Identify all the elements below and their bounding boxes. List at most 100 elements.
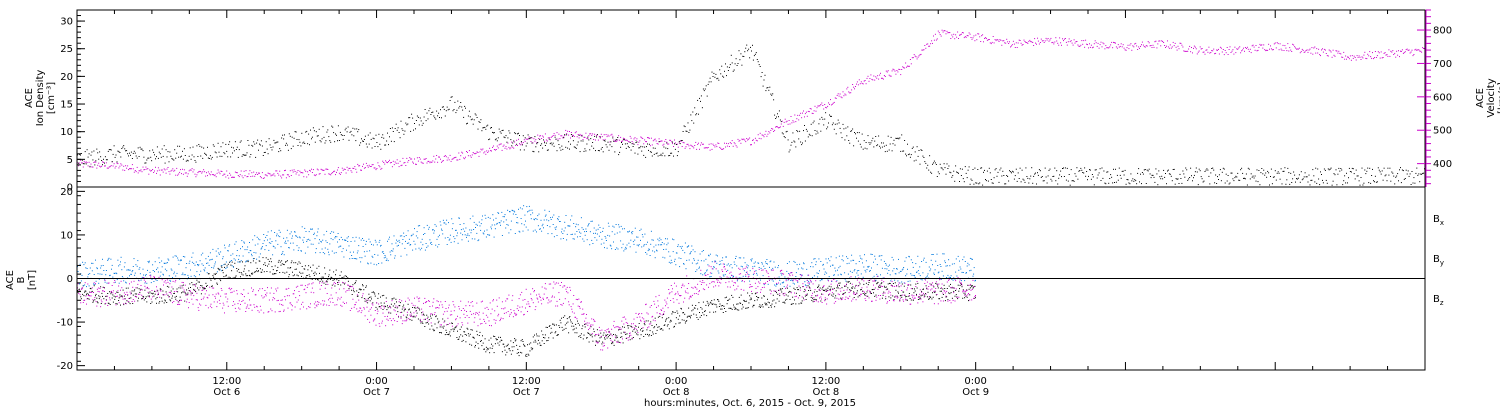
velocity-series-point <box>1306 49 1308 51</box>
density-series-point <box>117 150 119 152</box>
velocity-series-point <box>280 175 282 177</box>
density-series-point <box>160 156 162 158</box>
density-series-point <box>167 151 169 153</box>
velocity-series-point <box>942 31 944 33</box>
velocity-series-point <box>895 73 897 75</box>
density-axis-tick-label: 0 <box>67 183 73 194</box>
series-bx-point <box>872 289 874 290</box>
velocity-series-point <box>795 121 797 123</box>
density-series-point <box>872 137 874 139</box>
series-bx-point <box>297 263 299 265</box>
density-series-point <box>540 144 542 146</box>
series-by-point <box>272 245 274 247</box>
velocity-series-point <box>208 173 210 175</box>
velocity-series-point <box>769 132 771 134</box>
density-series-point <box>460 102 462 103</box>
series-bx-point <box>642 330 644 332</box>
velocity-series-point <box>511 141 513 143</box>
velocity-series-point <box>1414 49 1416 51</box>
series-bx-point <box>865 282 867 284</box>
series-bx-point <box>489 352 491 354</box>
density-series-point <box>751 50 752 52</box>
density-series-point <box>220 146 222 148</box>
series-bx-point <box>846 281 848 283</box>
series-by-point <box>509 211 510 213</box>
series-by-point <box>322 239 324 241</box>
velocity-series-point <box>452 158 454 160</box>
density-series-point <box>594 135 596 137</box>
velocity-series-point <box>369 166 371 167</box>
velocity-series-point <box>231 176 233 178</box>
series-bx-point <box>555 324 557 326</box>
velocity-series-point <box>865 83 867 85</box>
series-bx-point <box>810 296 812 298</box>
series-bx-point <box>935 294 937 296</box>
velocity-series-point <box>143 169 145 171</box>
velocity-series-point <box>298 174 300 176</box>
series-bx-point <box>391 298 393 300</box>
series-by-point <box>221 265 223 266</box>
density-series-point <box>1103 170 1105 172</box>
series-bx-point <box>780 289 782 291</box>
series-by-point <box>385 260 387 261</box>
velocity-series-point <box>554 134 556 136</box>
density-series-point <box>242 154 244 156</box>
density-series-point <box>964 166 966 168</box>
series-bx-point <box>459 328 461 330</box>
series-bx-point <box>119 294 121 296</box>
density-series-point <box>614 151 616 153</box>
series-by-point <box>281 254 283 255</box>
series-by-point <box>476 232 478 234</box>
velocity-series-point <box>1418 49 1420 51</box>
density-series-point <box>1160 178 1162 180</box>
velocity-series-point <box>173 170 175 172</box>
series-by-point <box>224 247 226 249</box>
density-series-point <box>261 145 263 147</box>
velocity-series-point <box>827 105 829 107</box>
velocity-axis-label: ACEVelocity[km/s] <box>1475 78 1500 117</box>
density-series-point <box>155 158 156 160</box>
velocity-series-point <box>256 172 258 174</box>
velocity-series-point <box>429 162 431 164</box>
velocity-series-point <box>1107 47 1109 49</box>
velocity-series-point <box>184 172 186 174</box>
series-by-point <box>394 257 396 259</box>
density-series-point <box>1242 172 1244 174</box>
series-bx-point <box>334 285 336 287</box>
series-by-point <box>402 239 404 240</box>
series-by-point <box>288 247 290 248</box>
series-bx-point <box>849 289 851 291</box>
series-bx-point <box>395 298 397 300</box>
series-by-point <box>80 280 82 282</box>
series-bx-point <box>528 354 530 356</box>
series-bx-point <box>791 303 793 305</box>
velocity-series-point <box>1295 47 1296 49</box>
series-bx-point <box>336 279 338 281</box>
density-series-point <box>1088 175 1089 177</box>
series-bx-point <box>376 308 378 310</box>
density-series-point <box>304 143 306 144</box>
density-series-point <box>1130 173 1132 175</box>
density-series-point <box>380 148 382 150</box>
series-by-point <box>466 236 467 238</box>
density-series-point <box>655 153 657 155</box>
series-by-point <box>399 241 401 243</box>
series-bx-point <box>731 294 733 296</box>
density-series-point <box>285 144 286 146</box>
velocity-series-point <box>1033 45 1035 46</box>
velocity-series-point <box>443 156 445 157</box>
density-series-point <box>99 151 101 153</box>
density-series-point <box>289 135 291 137</box>
velocity-series-point <box>931 40 933 42</box>
series-bx-point <box>594 335 596 337</box>
density-series-point <box>1002 170 1004 172</box>
series-by-point <box>150 282 152 284</box>
density-series-point <box>978 183 980 185</box>
series-by-point <box>92 262 94 264</box>
density-series-point <box>1146 169 1148 171</box>
series-by-point <box>455 229 457 231</box>
velocity-series-point <box>255 174 257 175</box>
series-bx-point <box>595 344 596 346</box>
series-by-point <box>304 227 306 229</box>
velocity-series-point <box>526 138 528 140</box>
